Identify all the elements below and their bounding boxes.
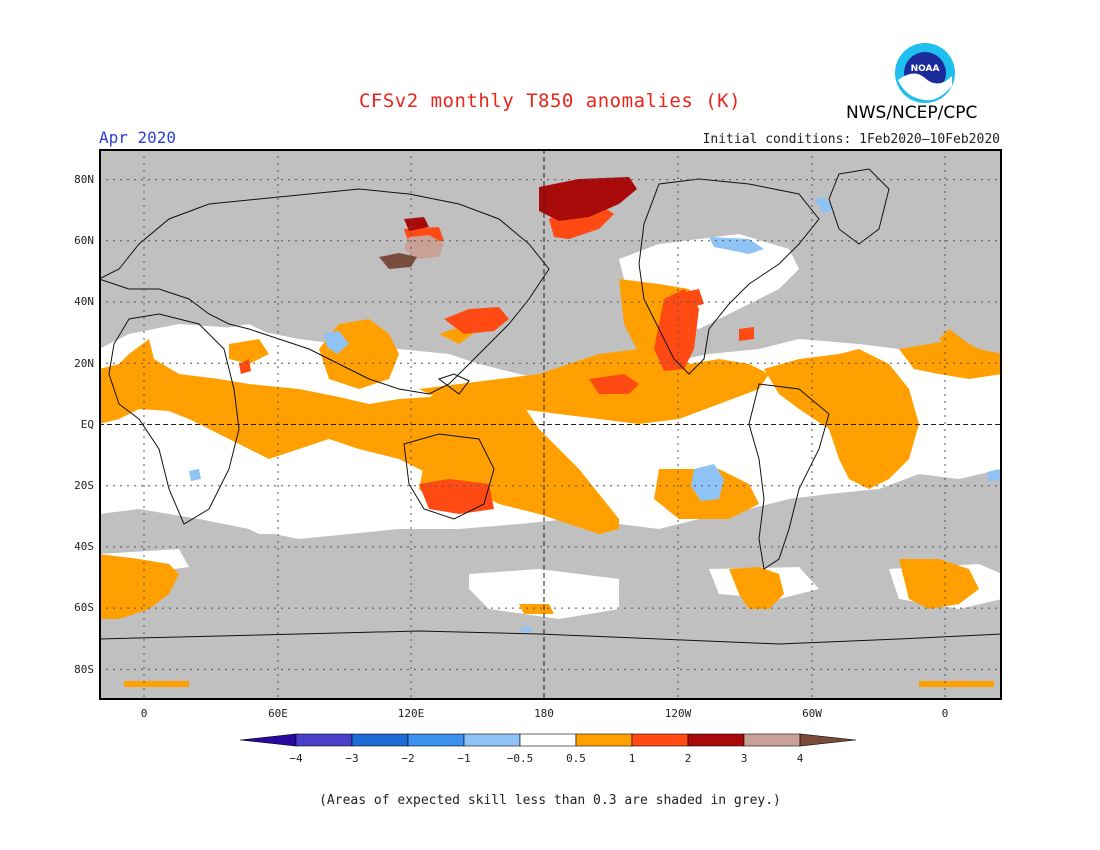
map-frame (99, 149, 1002, 700)
coastlines (99, 168, 1002, 645)
legend-cell (631, 733, 689, 747)
legend-arrow-low (240, 733, 297, 747)
legend-level-label: 4 (796, 752, 804, 765)
skill-footnote: (Areas of expected skill less than 0.3 a… (319, 793, 781, 808)
lat-label: 60N (74, 234, 94, 247)
legend-level-label: 2 (684, 752, 692, 765)
legend-level-label: −2 (401, 752, 415, 765)
legend-level-label: −3 (345, 752, 359, 765)
legend-level-label: 0.5 (566, 752, 586, 765)
legend-cell (351, 733, 409, 747)
lon-label: 60W (802, 707, 822, 720)
legend-cell (687, 733, 745, 747)
lat-label: 20N (74, 357, 94, 370)
legend-level-label: 1 (628, 752, 636, 765)
legend-level-label: 3 (740, 752, 748, 765)
legend-cell (407, 733, 465, 747)
initial-conditions: Initial conditions: 1Feb2020–10Feb2020 (702, 132, 1000, 147)
lat-label: 80S (74, 663, 94, 676)
warm-anomaly-over-4K (379, 253, 417, 269)
legend-level-label: −1 (457, 752, 471, 765)
lon-label: 120W (664, 707, 692, 720)
legend-arrow-high (799, 733, 857, 747)
lon-label: 180 (534, 707, 554, 720)
forecast-period: Apr 2020 (99, 128, 177, 147)
lat-label: EQ (80, 418, 94, 431)
anomaly-map (99, 149, 1002, 700)
color-legend (240, 733, 857, 747)
lat-label: 20S (74, 479, 94, 492)
noaa-logo-text: NOAA (911, 64, 940, 74)
lat-label: 40S (74, 540, 94, 553)
warm-anomaly-2-3K (404, 177, 637, 231)
lon-label: 60E (268, 707, 288, 720)
organization-label: NWS/NCEP/CPC (846, 103, 978, 123)
legend-cell (519, 733, 577, 747)
lon-label: 0 (941, 707, 949, 720)
lat-label: 40N (74, 295, 94, 308)
lat-lon-grid (99, 149, 1002, 700)
reference-lines (99, 149, 1002, 700)
legend-cell (575, 733, 633, 747)
lon-label: 120E (397, 707, 425, 720)
lat-label: 60S (74, 601, 94, 614)
legend-level-label: −0.5 (506, 752, 534, 765)
chart-title: CFSv2 monthly T850 anomalies (K) (358, 90, 742, 112)
legend-level-label: −4 (289, 752, 303, 765)
lon-label: 0 (140, 707, 148, 720)
legend-cell (463, 733, 521, 747)
lat-label: 80N (74, 173, 94, 186)
legend-cell (295, 733, 353, 747)
legend-cell (743, 733, 801, 747)
noaa-logo: NOAA (895, 43, 955, 103)
